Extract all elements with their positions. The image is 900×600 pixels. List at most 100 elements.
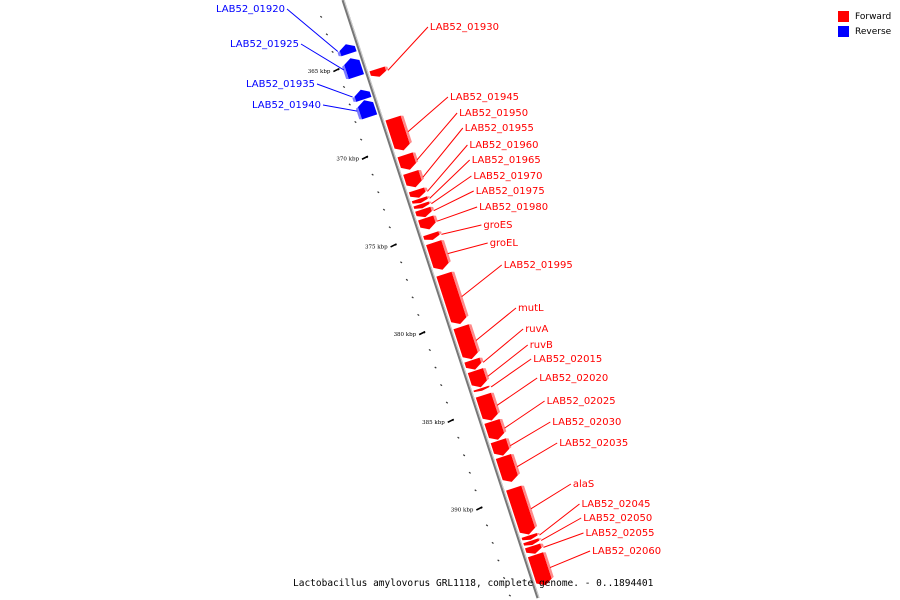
gene-facet: [384, 66, 389, 71]
gene-facet: [483, 368, 490, 381]
callout-line: [447, 242, 488, 255]
callout-line: [539, 503, 580, 536]
gene-facet: [479, 357, 484, 363]
callout-line: [510, 421, 551, 447]
minor-tick: [440, 384, 443, 387]
callout-line: [407, 96, 449, 133]
minor-tick: [508, 594, 512, 597]
gene-arrow-groES: [423, 231, 440, 240]
gene-facet: [433, 215, 438, 223]
forward-swatch: [838, 11, 849, 22]
minor-tick: [434, 366, 437, 369]
legend-label-forward: Forward: [855, 11, 892, 22]
backbone-highlight: [343, 0, 540, 599]
gene-label-LAB52_01925: LAB52_01925: [230, 39, 299, 50]
gene-facet: [451, 271, 469, 318]
gene-facet: [499, 419, 507, 433]
gene-facet: [418, 170, 424, 181]
gene-arrow-LAB52_02055: [525, 543, 542, 554]
gene-arrow-LAB52_01945: [385, 115, 410, 151]
gene-facet: [468, 324, 480, 353]
callout-line: [475, 307, 517, 341]
gene-facet: [424, 187, 428, 192]
callout-line: [487, 344, 529, 377]
callout-line: [387, 26, 429, 71]
minor-tick: [331, 50, 334, 53]
gene-arrow-LAB52_01930: [369, 66, 387, 77]
gene-arrow-LAB52_02020: [475, 392, 498, 421]
scale-tick-label: 385 kbp: [422, 420, 445, 426]
minor-tick: [371, 173, 374, 176]
callout-line: [431, 175, 472, 205]
gene-facet: [438, 231, 442, 235]
minor-tick: [382, 208, 386, 211]
scale-tick: [418, 330, 426, 336]
minor-tick: [457, 436, 460, 439]
gene-arrow-LAB52_02015: [473, 385, 490, 393]
callout-line: [441, 224, 482, 235]
gene-facet: [491, 392, 500, 414]
scale-tick-label: 375 kbp: [365, 244, 388, 250]
callout-line: [433, 190, 474, 212]
minor-tick: [468, 471, 471, 474]
scale-tick: [447, 418, 455, 424]
gene-facet: [427, 196, 430, 199]
gene-arrow-ruvB: [467, 368, 487, 388]
gene-arrow-LAB52_01975: [415, 206, 432, 218]
minor-tick: [342, 85, 346, 89]
gene-label-LAB52_02055: LAB52_02055: [586, 528, 655, 539]
gene-label-LAB52_01945: LAB52_01945: [450, 92, 519, 103]
gene-label-LAB52_01940: LAB52_01940: [252, 100, 321, 111]
gene-facet: [540, 543, 544, 548]
gene-label-LAB52_01930: LAB52_01930: [430, 22, 499, 33]
gene-label-alaS: alaS: [573, 479, 594, 490]
gene-label-LAB52_01935: LAB52_01935: [246, 79, 315, 90]
gene-facet: [430, 206, 434, 212]
legend-item-reverse: Reverse: [838, 24, 891, 39]
gene-label-LAB52_01920: LAB52_01920: [216, 4, 285, 15]
gene-facet: [342, 65, 349, 80]
gene-label-mutL: mutL: [518, 303, 544, 314]
scale-tick: [390, 243, 397, 248]
minor-tick: [388, 226, 391, 229]
minor-tick: [411, 296, 414, 299]
minor-tick: [491, 541, 494, 545]
minor-tick: [497, 559, 500, 562]
callout-line: [416, 112, 458, 161]
gene-label-LAB52_01960: LAB52_01960: [469, 140, 538, 151]
gene-arrow-LAB52_02030: [490, 438, 510, 456]
callout-line: [549, 550, 591, 569]
gene-facet: [400, 115, 412, 144]
callout-line: [516, 442, 558, 468]
callout-line: [286, 8, 339, 52]
scale-tick-label: 380 kbp: [394, 332, 417, 338]
gene-arrow-ruvA: [464, 357, 482, 370]
legend: Forward Reverse: [838, 9, 891, 39]
gene-facet: [488, 385, 492, 388]
gene-arrow-LAB52_01970: [413, 201, 430, 209]
scale-tick-label: 390 kbp: [451, 508, 474, 514]
minor-tick: [462, 454, 466, 457]
minor-tick: [360, 138, 363, 141]
gene-arrow-LAB52_01965: [411, 196, 428, 204]
callout-line: [422, 127, 464, 178]
callout-line: [322, 104, 358, 112]
gene-facet: [412, 152, 419, 163]
genome-backbone: [341, 0, 540, 599]
gene-label-LAB52_01975: LAB52_01975: [476, 186, 545, 197]
legend-label-reverse: Reverse: [855, 26, 892, 37]
gene-label-LAB52_02025: LAB52_02025: [547, 396, 616, 407]
minor-tick: [319, 15, 323, 18]
scale-tick-label: 370 kbp: [336, 157, 359, 163]
minor-tick: [400, 261, 403, 264]
minor-tick: [377, 191, 380, 194]
legend-item-forward: Forward: [838, 9, 891, 24]
minor-tick: [502, 576, 506, 580]
genome-caption: Lactobacillus amylovorus GRL1118, comple…: [293, 578, 654, 589]
gene-arrow-LAB52_01935: [354, 89, 372, 102]
gene-label-LAB52_02045: LAB52_02045: [582, 499, 651, 510]
gene-arrow-alaS: [506, 485, 536, 535]
gene-facet: [441, 240, 451, 263]
